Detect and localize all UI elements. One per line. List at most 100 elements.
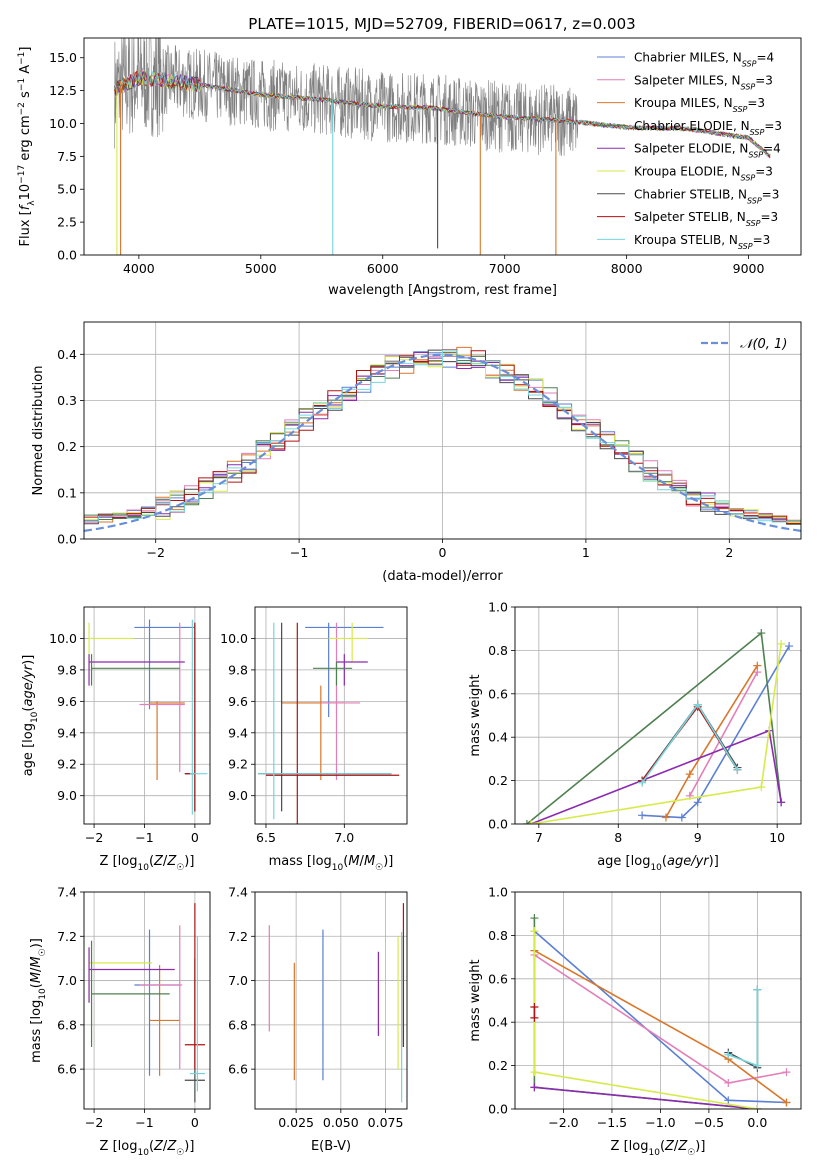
x-tick-label: 1 xyxy=(582,545,590,560)
plot-area xyxy=(84,607,210,824)
x-tick-label: −2.0 xyxy=(548,1115,578,1130)
x-axis-label: E(B-V) xyxy=(311,1139,351,1154)
chart-mass-vs-ebv: 0.025 0.050 0.075 6.6 6.8 7.0 7.2 7.4 E(B-V) xyxy=(228,885,408,1154)
weight-point-marker xyxy=(777,639,786,648)
x-tick-label: 0.050 xyxy=(323,1115,359,1130)
x-axis-label: age [log10(age/yr)] xyxy=(597,854,719,873)
x-tick-label: −1 xyxy=(290,545,308,560)
x-tick-label: 6.5 xyxy=(256,830,276,845)
y-tick-label: 0.2 xyxy=(488,1058,508,1073)
x-tick-label: 7000 xyxy=(489,261,521,276)
weight-point-marker xyxy=(530,914,539,923)
weight-point-marker xyxy=(753,1105,762,1109)
chart-mass-vs-Z: −2 −1 0 6.6 6.8 7.0 7.2 7.4 Z [log10(Z/Z☉)] mass … xyxy=(29,885,211,1158)
weight-point-marker xyxy=(530,1068,539,1077)
y-tick-label: 0.0 xyxy=(57,532,77,547)
weight-point-marker xyxy=(757,629,766,638)
y-tick-label: 9.8 xyxy=(228,662,248,677)
axes-frame xyxy=(514,606,802,825)
y-axis-label: Normed distribution xyxy=(31,366,46,496)
errorbar-point xyxy=(320,622,360,780)
weight-series-line xyxy=(642,645,790,819)
y-tick-label: 7.0 xyxy=(228,973,248,988)
axes-frame xyxy=(83,891,211,1110)
x-tick-label: 10 xyxy=(769,830,785,845)
errorbar-point xyxy=(189,619,208,815)
y-tick-label: 0.6 xyxy=(488,971,508,986)
weight-point-marker xyxy=(782,1098,791,1107)
legend-entry: Kroupa ELODIE, NSSP=3 xyxy=(634,165,773,183)
chart-residuals: −2 −1 0 1 2 0.0 0.1 0.2 0.3 0.4 (data-model)/error… xyxy=(31,321,802,584)
x-tick-label: 2 xyxy=(725,545,733,560)
weight-point-marker xyxy=(777,798,786,807)
axes-frame xyxy=(83,321,802,540)
errorbar-point xyxy=(312,662,353,686)
weight-series-line xyxy=(689,671,759,797)
x-tick-label: 0 xyxy=(191,1115,199,1130)
y-tick-label: 0.3 xyxy=(57,393,77,408)
y-tick-label: 9.4 xyxy=(228,725,248,740)
y-tick-label: 9.2 xyxy=(57,757,77,772)
x-tick-label: 0 xyxy=(439,545,447,560)
normal-curve xyxy=(84,353,801,532)
x-tick-label: 9 xyxy=(694,830,702,845)
x-tick-label: 8 xyxy=(614,830,622,845)
weight-point-marker xyxy=(753,985,762,994)
legend-entry: Salpeter ELODIE, NSSP=4 xyxy=(634,142,781,160)
y-tick-label: 0.4 xyxy=(488,1015,508,1030)
axes-frame xyxy=(83,606,211,825)
errorbar-point xyxy=(90,654,180,686)
x-axis-label: Z [log10(Z/Z☉)] xyxy=(100,854,195,873)
weight-point-marker xyxy=(522,820,531,824)
x-tick-label: −1.5 xyxy=(597,1115,627,1130)
histogram-series xyxy=(84,349,801,539)
errorbar-point xyxy=(149,965,180,1076)
y-tick-label: 7.4 xyxy=(228,885,248,900)
y-tick-label: 7.5 xyxy=(57,149,77,164)
y-tick-label: 6.8 xyxy=(57,1017,77,1032)
weight-point-marker xyxy=(782,1068,791,1077)
errorbar-point xyxy=(265,622,400,824)
weight-point-marker xyxy=(530,1083,539,1092)
errorbar-point xyxy=(88,947,175,1003)
x-axis-label: mass [log10(M/M☉)] xyxy=(269,854,394,873)
y-tick-label: 7.2 xyxy=(228,929,248,944)
y-tick-label: 9.6 xyxy=(228,694,248,709)
plot-area xyxy=(255,607,407,824)
weight-point-marker xyxy=(685,770,694,779)
y-tick-label: 7.4 xyxy=(57,885,77,900)
x-tick-label: 9000 xyxy=(733,261,765,276)
y-axis-label: mass weight xyxy=(468,959,483,1041)
y-tick-label: 1.0 xyxy=(488,600,508,615)
legend-entry: Chabrier STELIB, NSSP=3 xyxy=(634,187,779,205)
errorbar-point xyxy=(189,936,205,1092)
y-tick-label: 0.2 xyxy=(57,439,77,454)
y-tick-label: 0.2 xyxy=(488,773,508,788)
y-tick-label: 9.0 xyxy=(57,788,77,803)
x-axis-label: wavelength [Angstrom, rest frame] xyxy=(328,283,557,298)
y-axis-label: mass weight xyxy=(468,674,483,756)
x-tick-label: 7 xyxy=(535,830,543,845)
x-tick-label: 4000 xyxy=(123,261,155,276)
x-tick-label: 5000 xyxy=(245,261,277,276)
weight-point-marker xyxy=(638,811,647,820)
x-tick-label: 7.0 xyxy=(334,830,354,845)
y-tick-label: 7.0 xyxy=(57,973,77,988)
weight-point-marker xyxy=(693,798,702,807)
legend-entry: Chabrier ELODIE, NSSP=3 xyxy=(634,119,782,137)
weight-point-marker xyxy=(753,1061,762,1070)
x-tick-label: −2 xyxy=(146,545,164,560)
y-tick-label: 0.4 xyxy=(57,347,77,362)
weight-point-marker xyxy=(530,1013,539,1022)
legend-entry: Salpeter MILES, NSSP=3 xyxy=(634,73,773,91)
errorbar-point xyxy=(139,925,183,1070)
x-tick-label: 0.0 xyxy=(747,1115,767,1130)
y-tick-label: 6.6 xyxy=(57,1062,77,1077)
plot-area xyxy=(515,607,801,824)
y-tick-label: 10.0 xyxy=(220,631,248,646)
errorbar-point xyxy=(88,654,185,686)
y-tick-label: 0.1 xyxy=(57,485,77,500)
chart-age-vs-Z: −2 −1 0 9.0 9.2 9.4 9.6 9.8 10.0 Z [log10(Z/Z☉)] a… xyxy=(21,606,211,873)
errorbar-point xyxy=(328,622,368,663)
